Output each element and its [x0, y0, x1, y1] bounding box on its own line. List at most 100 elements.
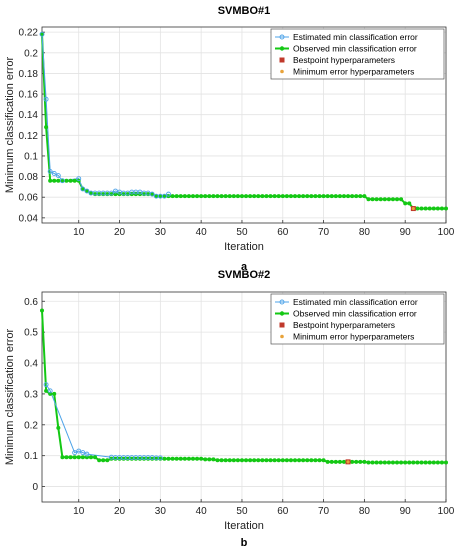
observed-point [150, 192, 155, 197]
observed-point [68, 455, 73, 460]
observed-point [444, 460, 448, 465]
observed-point [358, 459, 363, 464]
observed-point [370, 460, 375, 465]
observed-point [154, 194, 159, 199]
observed-point [268, 194, 273, 199]
y-tick-label: 0.3 [24, 389, 38, 400]
estimated-point [39, 31, 45, 37]
observed-point [366, 460, 371, 465]
observed-point [244, 194, 249, 199]
observed-point [313, 458, 318, 463]
observed-point [317, 458, 322, 463]
observed-point [423, 460, 428, 465]
observed-point [325, 459, 330, 464]
observed-point [407, 460, 412, 465]
observed-point [439, 206, 444, 211]
chart-2: 10 20 30 40 50 60 70 80 90 100 0 0.1 0.2 0.3 0.4 0.5 0.6… [4, 269, 455, 549]
observed-point [399, 197, 404, 202]
observed-point [374, 197, 379, 202]
estimated-point [51, 171, 57, 176]
observed-point [431, 460, 436, 465]
estimated-point [84, 188, 90, 194]
x-tick-label: 10 [73, 506, 85, 517]
observed-point [52, 178, 57, 183]
observed-point [80, 455, 85, 460]
observed-point [386, 460, 391, 465]
observed-point [288, 194, 293, 199]
observed-point [60, 178, 65, 183]
legend-box [270, 293, 445, 345]
y-tick-label: 0.1 [24, 451, 38, 462]
observed-point [297, 458, 302, 463]
observed-point [88, 191, 93, 196]
observed-point [215, 194, 220, 199]
legend-min-error-marker [280, 69, 284, 74]
observed-point [231, 458, 236, 463]
observed-point [415, 206, 420, 211]
x-tick-label: 30 [155, 506, 167, 517]
estimated-point [76, 448, 82, 454]
observed-point [431, 206, 436, 211]
observed-point [252, 194, 257, 199]
observed-point [415, 460, 420, 465]
legend-box [270, 28, 445, 80]
observed-point [84, 189, 89, 194]
chart-1: 10 20 30 40 50 60 70 80 90 100 0.04 0.06 0.08 0.1 0.12… [4, 5, 455, 273]
observed-point [378, 460, 383, 465]
observed-point [219, 458, 224, 463]
observed-point [256, 194, 261, 199]
observed-point [235, 458, 240, 463]
legend-observed-marker [279, 311, 285, 316]
observed-point [178, 456, 183, 461]
y-axis-label: Minimum classification error [4, 329, 16, 466]
y-tick-label: 0.22 [19, 28, 39, 39]
observed-point [435, 460, 440, 465]
observed-point [341, 194, 346, 199]
observed-point [329, 194, 334, 199]
observed-point [80, 186, 85, 191]
legend-min-error-marker [280, 334, 284, 339]
observed-point [56, 425, 61, 430]
observed-point [101, 458, 106, 463]
x-tick-label: 70 [318, 227, 330, 238]
legend-entry-label: Observed min classification error [293, 309, 417, 319]
x-tick-label: 80 [359, 227, 371, 238]
observed-point [260, 458, 265, 463]
observed-point [325, 194, 330, 199]
observed-point [276, 458, 281, 463]
legend-estimated-marker [279, 34, 285, 40]
observed-point [203, 194, 208, 199]
observed-point [182, 194, 187, 199]
observed-point [239, 194, 244, 199]
y-tick-label: 0.18 [19, 69, 39, 80]
x-tick-label: 20 [114, 506, 126, 517]
legend: Estimated min classification error Observ… [270, 293, 445, 345]
legend-bestpoint-marker [279, 57, 285, 63]
observed-point [370, 197, 375, 202]
y-tick-label: 0.08 [19, 172, 39, 183]
observed-point [203, 457, 208, 462]
x-tick-label: 70 [318, 506, 330, 517]
y-tick-label: 0.12 [19, 131, 39, 142]
x-tick-label: 80 [359, 506, 371, 517]
observed-point [276, 194, 281, 199]
observed-point [68, 178, 73, 183]
observed-point [284, 458, 289, 463]
observed-point [72, 455, 77, 460]
y-tick-label: 0.1 [24, 151, 38, 162]
observed-point [88, 455, 93, 460]
observed-point [190, 456, 195, 461]
observed-point [207, 457, 212, 462]
observed-point [256, 458, 261, 463]
observed-point [170, 456, 175, 461]
y-axis-label: Minimum classification error [4, 57, 16, 194]
observed-point [305, 458, 310, 463]
observed-point [350, 459, 355, 464]
observed-point [223, 194, 228, 199]
observed-point [293, 458, 298, 463]
observed-point [264, 458, 269, 463]
observed-point [40, 32, 44, 37]
observed-point [350, 194, 355, 199]
observed-point [182, 456, 187, 461]
